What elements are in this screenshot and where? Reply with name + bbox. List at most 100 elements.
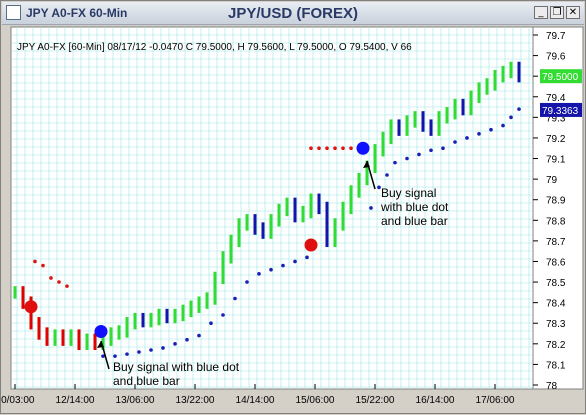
minimize-button[interactable]: _ xyxy=(534,6,548,19)
info-line: JPY A0-FX [60-Min] 08/17/12 -0.0470 C 79… xyxy=(17,42,412,53)
x-axis-ticks: 10/03:00 12/14:00 13/06:00 13/22:00 14/14:00… xyxy=(1,384,515,406)
stop-dot xyxy=(41,263,45,268)
y-tick-label: 79.3 xyxy=(546,113,566,124)
stop-dot xyxy=(33,259,37,264)
stop-dot xyxy=(293,259,297,264)
sell-signal-marker xyxy=(24,300,38,314)
signal-markers xyxy=(24,141,370,338)
stop-dot xyxy=(477,132,481,136)
stop-dot xyxy=(137,350,141,354)
x-tick-label: 10/03:00 xyxy=(1,395,35,406)
buy-signal-marker xyxy=(94,324,108,338)
stop-dot xyxy=(197,333,201,338)
stop-dot xyxy=(369,206,373,210)
stop-dot xyxy=(341,146,345,151)
y-tick-label: 79.4 xyxy=(546,93,566,104)
stop-dot xyxy=(501,123,505,128)
x-tick-label: 12/14:00 xyxy=(56,395,95,406)
x-tick-label: 15/22:00 xyxy=(356,395,395,406)
x-tick-label: 17/06:00 xyxy=(476,395,515,406)
y-tick-label: 78.9 xyxy=(546,196,566,207)
close-button[interactable]: ✕ xyxy=(566,6,580,19)
arrowhead-icon xyxy=(363,161,370,168)
stop-dot xyxy=(453,140,457,144)
stop-dot xyxy=(405,156,409,161)
restore-button[interactable]: ❐ xyxy=(550,6,564,19)
buy-signal-marker xyxy=(356,141,370,155)
price-axis-panel xyxy=(532,26,584,390)
y-tick-label: 78.7 xyxy=(546,237,566,248)
y-tick-label: 79.7 xyxy=(546,31,566,42)
annotation-line: and blue bar xyxy=(113,374,180,388)
stop-dot xyxy=(305,255,309,260)
indicator-badge: 79.3363 xyxy=(540,102,582,117)
annotation-signal-1: Buy signal with blue dot and blue bar xyxy=(97,340,240,388)
stop-dot xyxy=(49,276,53,280)
stop-dot xyxy=(245,280,249,284)
y-tick-label: 78.5 xyxy=(546,278,566,289)
stop-dot xyxy=(309,146,313,151)
annotation-line: Buy signal xyxy=(381,186,436,200)
arrowhead-icon xyxy=(97,341,104,348)
title-bar[interactable]: JPY A0-FX 60-Min JPY/USD (FOREX) _ ❐ ✕ xyxy=(2,2,584,25)
x-tick-label: 13/22:00 xyxy=(176,395,215,406)
stop-dot xyxy=(125,352,129,356)
stop-dot xyxy=(173,342,177,346)
y-tick-label: 79.6 xyxy=(546,52,566,63)
x-tick-label: 16/14:00 xyxy=(416,395,455,406)
chart-app-icon xyxy=(6,5,21,20)
stop-dot xyxy=(489,127,493,132)
stop-dot xyxy=(269,267,273,272)
stop-dot xyxy=(101,354,105,358)
y-tick-label: 79 xyxy=(546,175,558,186)
stop-dot xyxy=(185,337,189,342)
stop-dot xyxy=(65,284,69,288)
stop-dot xyxy=(441,146,445,151)
stop-dot xyxy=(509,115,513,120)
stop-dot xyxy=(429,148,433,153)
y-tick-label: 78 xyxy=(546,381,558,392)
sell-signal-marker xyxy=(304,238,318,252)
stop-dot xyxy=(393,160,397,165)
stop-dot xyxy=(333,146,337,151)
window-title: JPY A0-FX 60-Min xyxy=(26,6,128,20)
grid-lines xyxy=(11,27,533,389)
stop-dot xyxy=(317,146,321,151)
indicator-label: 79.3363 xyxy=(542,106,579,117)
stop-dot xyxy=(325,146,329,151)
last-price-badge: 79.5000 xyxy=(540,69,582,84)
stop-dot xyxy=(349,146,353,151)
stop-dot xyxy=(161,346,165,350)
stop-dot xyxy=(417,152,421,157)
annotation-line: Buy signal with blue dot xyxy=(113,360,240,374)
y-tick-label: 78.3 xyxy=(546,319,566,330)
y-tick-label: 78.8 xyxy=(546,216,566,227)
annotation-signal-2: Buy signal with blue dot and blue bar xyxy=(363,160,449,228)
stop-dot xyxy=(385,173,389,177)
x-tick-label: 14/14:00 xyxy=(236,395,275,406)
y-tick-label: 78.6 xyxy=(546,257,566,268)
stop-dot xyxy=(257,272,261,276)
stop-dots xyxy=(33,107,521,358)
x-tick-label: 15/06:00 xyxy=(296,395,335,406)
y-tick-label: 79.1 xyxy=(546,155,566,166)
last-price-label: 79.5000 xyxy=(542,72,579,83)
y-tick-label: 78.2 xyxy=(546,340,566,351)
y-tick-label: 78.1 xyxy=(546,360,566,371)
stop-dot xyxy=(233,296,237,301)
stop-dot xyxy=(221,313,225,317)
y-tick-label: 78.4 xyxy=(546,299,566,310)
stop-dot xyxy=(377,185,381,190)
stop-dot xyxy=(281,263,285,268)
y-tick-label: 79.2 xyxy=(546,134,566,145)
stop-dot xyxy=(57,280,61,284)
plot-area xyxy=(10,26,534,390)
annotation-line: with blue dot xyxy=(380,200,449,214)
annotation-line: and blue bar xyxy=(381,214,448,228)
stop-dot xyxy=(149,348,153,352)
stop-dot xyxy=(113,354,117,358)
stop-dot xyxy=(209,321,213,326)
x-tick-label: 13/06:00 xyxy=(116,395,155,406)
